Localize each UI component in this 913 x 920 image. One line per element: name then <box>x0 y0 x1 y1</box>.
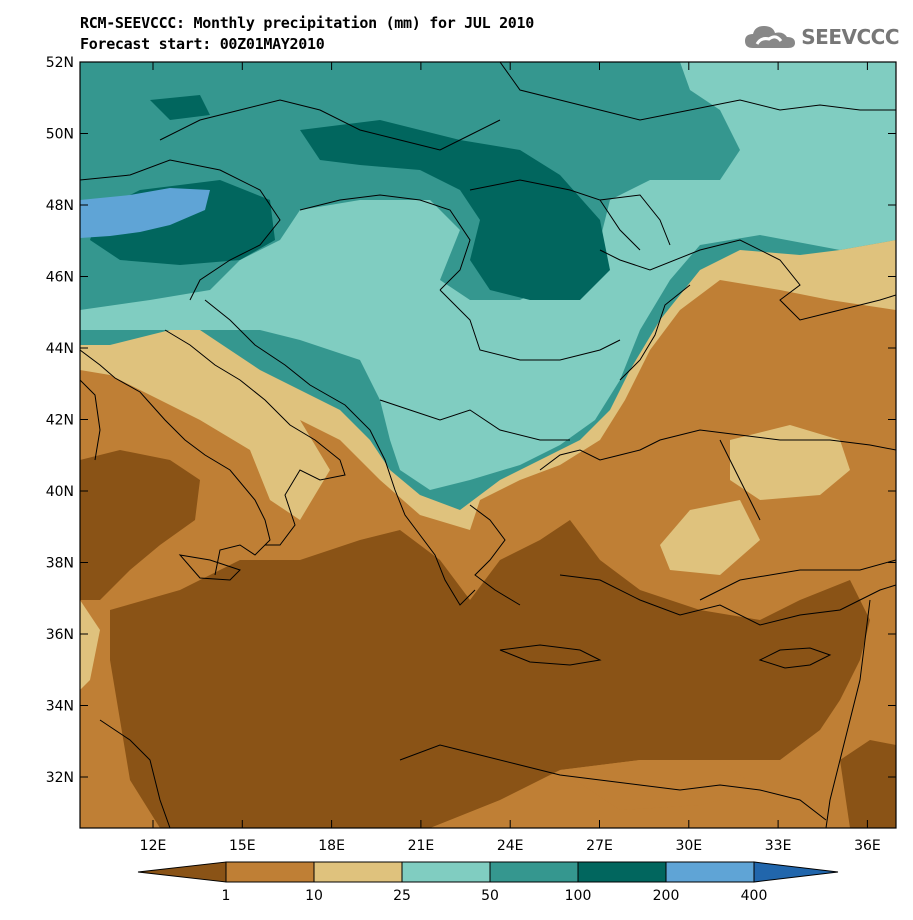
lat-label: 42N <box>46 413 74 429</box>
coastline-italy-east <box>164 329 346 546</box>
coastline-adriatic-east <box>204 299 476 606</box>
colorbar-label: 100 <box>565 888 592 904</box>
lat-label: 48N <box>46 198 74 214</box>
lat-label: 46N <box>46 270 74 286</box>
field-25-50 <box>80 62 896 490</box>
colorbar-under-triangle <box>137 861 227 883</box>
coastline-levant <box>825 599 871 828</box>
coastline-turkey-north <box>539 429 896 471</box>
lon-label: 27E <box>586 838 613 854</box>
border-romania-south <box>439 289 621 361</box>
lon-label: 21E <box>408 838 435 854</box>
lon-label: 12E <box>140 838 167 854</box>
field-1-10-egypt <box>560 760 760 810</box>
field-100-200 <box>300 120 610 300</box>
coastline-cyprus <box>758 647 832 669</box>
lon-label: 30E <box>675 838 702 854</box>
map-title: RCM-SEEVCCC: Monthly precipitation (mm) … <box>80 14 535 32</box>
colorbar-label: 10 <box>305 888 323 904</box>
map-frame <box>79 61 897 829</box>
colorbar-label: 1 <box>222 888 231 904</box>
coastline-sicily <box>178 554 241 581</box>
border-alps <box>80 159 281 301</box>
latitude-axis: 52N 50N 48N 46N 44N 42N 40N 38N 36N 34N 32N <box>46 55 896 786</box>
lat-label: 34N <box>46 699 74 715</box>
colorbar: 1 10 25 50 100 200 400 <box>137 861 839 904</box>
logo-text: SEEVCCC <box>801 25 899 49</box>
colorbar-label: 200 <box>653 888 680 904</box>
lon-label: 36E <box>854 838 881 854</box>
colorbar-segment <box>225 861 315 883</box>
border-moldova <box>599 194 671 246</box>
coastline-turkey-south <box>559 574 896 626</box>
field-below-1-arabia <box>840 740 896 828</box>
colorbar-over-triangle <box>753 861 839 883</box>
coastline-italy-west <box>80 349 271 576</box>
lon-label: 18E <box>318 838 345 854</box>
border-inner-turkey <box>719 439 761 521</box>
lon-label: 24E <box>497 838 524 854</box>
lat-label: 38N <box>46 556 74 572</box>
map-subtitle: Forecast start: 00Z01MAY2010 <box>80 35 325 53</box>
lat-label: 44N <box>46 341 74 357</box>
colorbar-label: 50 <box>481 888 499 904</box>
field-100-200-north <box>150 95 210 120</box>
border-bulgaria <box>379 399 570 441</box>
field-10-25-anatolia <box>730 425 850 500</box>
coastline-black-sea-west <box>619 284 691 381</box>
lat-label: 52N <box>46 55 74 71</box>
colorbar-segment <box>401 861 491 883</box>
colorbar-label: 400 <box>741 888 768 904</box>
coastline-libya-west <box>99 719 171 828</box>
border-romania-north <box>469 179 641 251</box>
coastline-sardinia <box>80 379 101 461</box>
border-central-europe <box>159 99 501 151</box>
lon-label: 33E <box>765 838 792 854</box>
cloud-logo-icon <box>745 26 796 48</box>
lat-label: 32N <box>46 770 74 786</box>
precipitation-field <box>80 62 896 828</box>
colorbar-segment <box>577 861 667 883</box>
lat-label: 50N <box>46 127 74 143</box>
field-10-25-anatolia-south <box>660 500 760 575</box>
field-200-400 <box>80 188 210 238</box>
lat-label: 36N <box>46 627 74 643</box>
field-below-1-tyrrhenian <box>80 450 200 600</box>
coastline-crete <box>499 644 602 666</box>
field-10-25-tunisia <box>80 600 100 690</box>
lon-label: 15E <box>229 838 256 854</box>
seevccc-logo: SEEVCCC <box>743 22 899 52</box>
border-turkey-syria <box>699 559 896 601</box>
coastline-greece-east <box>469 504 521 606</box>
coastline-libya-egypt <box>399 744 827 821</box>
colorbar-label: 25 <box>393 888 411 904</box>
colorbar-segment <box>489 861 579 883</box>
coastlines-borders <box>80 62 896 828</box>
longitude-axis: 12E 15E 18E 21E 24E 27E 30E 33E 36E <box>140 62 881 854</box>
coastline-black-sea-north <box>599 239 896 321</box>
border-hungary <box>299 194 471 291</box>
border-ukraine <box>499 62 896 121</box>
colorbar-segment <box>313 861 403 883</box>
colorbar-segment <box>665 861 755 883</box>
lat-label: 40N <box>46 484 74 500</box>
field-below-1-mediterranean <box>110 520 870 828</box>
